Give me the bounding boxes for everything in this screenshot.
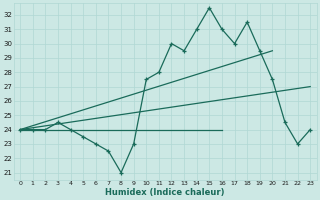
X-axis label: Humidex (Indice chaleur): Humidex (Indice chaleur) xyxy=(106,188,225,197)
